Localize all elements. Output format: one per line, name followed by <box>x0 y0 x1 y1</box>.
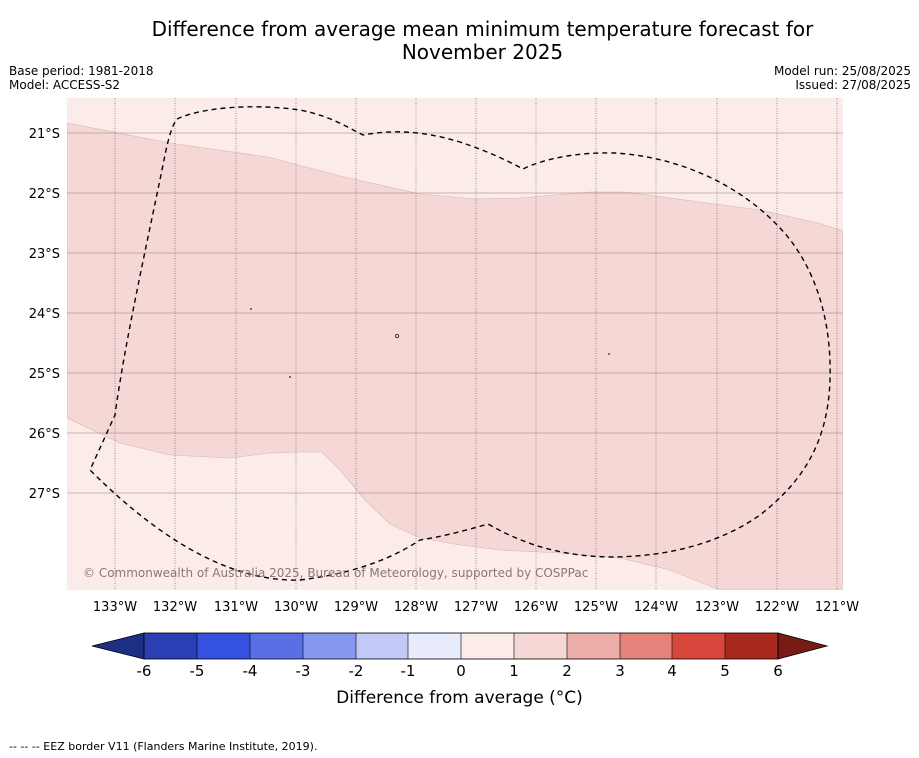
map-title-line1: Difference from average mean minimum tem… <box>151 17 814 41</box>
copyright-notice: © Commonwealth of Australia 2025, Bureau… <box>83 566 588 580</box>
colorbar-tick: 2 <box>562 662 572 680</box>
colorbar-segment <box>250 633 303 659</box>
colorbar-tick: 4 <box>667 662 677 680</box>
lon-tick-label: 122°W <box>755 600 799 615</box>
colorbar-tick: -5 <box>190 662 205 680</box>
map-title: Difference from average mean minimum tem… <box>0 18 919 64</box>
lon-gridlines <box>114 98 838 590</box>
lat-tick-label: 22°S <box>29 187 60 202</box>
colorbar-tick: -3 <box>296 662 311 680</box>
colorbar-tick: 5 <box>720 662 730 680</box>
lon-tick-label: 132°W <box>153 600 197 615</box>
colorbar-tick: 3 <box>615 662 625 680</box>
colorbar-tick: 6 <box>773 662 783 680</box>
colorbar-segment <box>408 633 461 659</box>
colorbar-tick: -2 <box>349 662 364 680</box>
colorbar-segment <box>356 633 408 659</box>
colorbar-segment <box>303 633 356 659</box>
lat-tick-label: 25°S <box>29 367 60 382</box>
colorbar-tick: -1 <box>401 662 416 680</box>
lon-tick-label: 129°W <box>334 600 378 615</box>
footer-note: -- -- -- EEZ border V11 (Flanders Marine… <box>9 740 318 753</box>
colorbar-tick: -4 <box>243 662 258 680</box>
colorbar-tick: 1 <box>509 662 519 680</box>
colorbar-tick: -6 <box>137 662 152 680</box>
lon-tick-label: 131°W <box>214 600 258 615</box>
lon-tick-label: 133°W <box>93 600 137 615</box>
colorbar-max-extension <box>777 632 829 660</box>
lon-tick-labels: 133°W 132°W 131°W 130°W 129°W 128°W 127°… <box>93 600 859 615</box>
lon-tick-label: 130°W <box>274 600 318 615</box>
map-title-line2: November 2025 <box>401 40 564 64</box>
lon-tick-label: 124°W <box>634 600 678 615</box>
colorbar-segment <box>620 633 672 659</box>
lat-tick-label: 21°S <box>29 127 60 142</box>
issued-date: Issued: 27/08/2025 <box>795 78 911 92</box>
lon-tick-label: 126°W <box>514 600 558 615</box>
map-area <box>67 98 843 590</box>
island-markers <box>250 308 610 378</box>
lon-tick-label: 127°W <box>454 600 498 615</box>
lat-gridlines <box>67 132 843 494</box>
colorbar-segment <box>725 633 778 659</box>
model-run: Model run: 25/08/2025 <box>773 64 911 78</box>
lat-tick-label: 27°S <box>29 487 60 502</box>
lat-tick-label: 23°S <box>29 247 60 262</box>
lon-tick-label: 123°W <box>695 600 739 615</box>
model-name: Model: ACCESS-S2 <box>9 78 121 92</box>
lat-tick-label: 24°S <box>29 307 60 322</box>
colorbar-min-extension <box>91 632 145 660</box>
colorbar-tick: 0 <box>456 662 466 680</box>
lat-tick-labels: 21°S 22°S 23°S 24°S 25°S 26°S 27°S <box>29 127 60 502</box>
base-period: Base period: 1981-2018 <box>9 64 154 78</box>
colorbar-segment <box>461 633 514 659</box>
eez-border <box>89 106 831 581</box>
colorbar-segment <box>144 633 197 659</box>
anomaly-region-1-2 <box>67 122 843 590</box>
lon-tick-label: 125°W <box>574 600 618 615</box>
lon-tick-label: 128°W <box>394 600 438 615</box>
lon-tick-label: 121°W <box>815 600 859 615</box>
colorbar-segment <box>672 633 725 659</box>
colorbar-label: Difference from average (°C) <box>336 688 583 708</box>
colorbar: -6 -5 -4 -3 -2 -1 0 1 2 3 4 5 6 <box>91 632 829 680</box>
lat-tick-label: 26°S <box>29 427 60 442</box>
colorbar-segment <box>197 633 250 659</box>
colorbar-segment <box>567 633 620 659</box>
colorbar-segment <box>514 633 567 659</box>
colorbar-tick-labels: -6 -5 -4 -3 -2 -1 0 1 2 3 4 5 6 <box>137 662 783 680</box>
